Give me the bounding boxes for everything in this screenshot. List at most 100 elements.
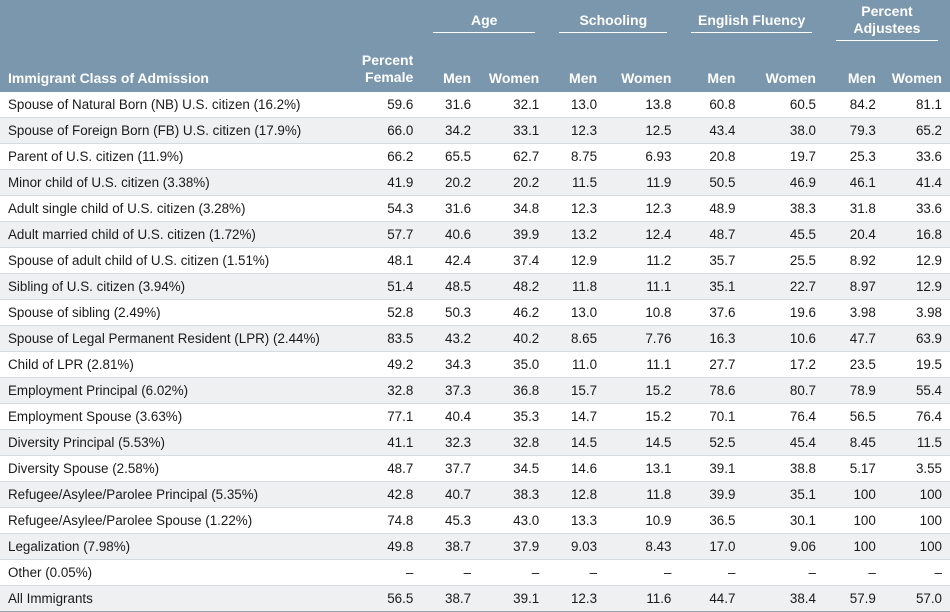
table-cell: – — [605, 559, 680, 586]
table-cell: 39.9 — [479, 221, 548, 248]
table-cell: 11.9 — [605, 169, 680, 196]
table-cell: 44.7 — [679, 585, 744, 612]
row-label: Adult married child of U.S. citizen (1.7… — [0, 221, 343, 248]
table-cell: 45.3 — [421, 507, 480, 534]
table-cell: 32.1 — [479, 92, 548, 118]
table-cell: 12.3 — [547, 117, 606, 144]
table-body: Spouse of Natural Born (NB) U.S. citizen… — [0, 92, 950, 612]
table-cell: 12.3 — [547, 195, 606, 222]
stub-header: Immigrant Class of Admission — [0, 0, 343, 92]
table-cell: 19.6 — [743, 299, 824, 326]
table-cell: 34.2 — [421, 117, 480, 144]
english-fluency-group-header: English Fluency — [679, 0, 824, 44]
table-cell: – — [679, 559, 744, 586]
row-label: Sibling of U.S. citizen (3.94%) — [0, 273, 343, 300]
table-cell: 31.6 — [421, 92, 480, 118]
table-cell: 52.5 — [679, 429, 744, 456]
table-cell: 13.1 — [605, 455, 680, 482]
table-row: Refugee/Asylee/Parolee Spouse (1.22%) 74.… — [0, 507, 950, 534]
table-cell: 77.1 — [342, 403, 422, 430]
table-cell: 38.8 — [743, 455, 824, 482]
schooling-group-header: Schooling — [547, 0, 680, 44]
table-cell: 62.7 — [479, 143, 548, 170]
table-cell: 15.2 — [605, 377, 680, 404]
table-cell: 20.8 — [679, 143, 744, 170]
table-row: Sibling of U.S. citizen (3.94%) 51.4 48.5 4… — [0, 273, 950, 300]
table-cell: 76.4 — [743, 403, 824, 430]
english-fluency-group-label: English Fluency — [691, 12, 812, 33]
table-cell: 8.97 — [823, 273, 884, 300]
table-cell: 48.2 — [479, 273, 548, 300]
table-cell: 33.6 — [883, 143, 950, 170]
table-cell: 7.76 — [605, 325, 680, 352]
row-label: Adult single child of U.S. citizen (3.28… — [0, 195, 343, 222]
table-cell: 11.5 — [883, 429, 950, 456]
table-cell: 49.2 — [342, 351, 422, 378]
age-men-header: Men — [421, 44, 480, 92]
table-cell: 37.3 — [421, 377, 480, 404]
table-cell: 32.8 — [479, 429, 548, 456]
table-cell: 84.2 — [823, 92, 884, 118]
table-row: Spouse of sibling (2.49%) 52.8 50.3 46.2 13.… — [0, 299, 950, 326]
table-cell: 20.2 — [421, 169, 480, 196]
table-cell: 40.4 — [421, 403, 480, 430]
percent-adjustees-group-label: Percent Adjustees — [835, 3, 938, 41]
table-cell: 11.6 — [605, 585, 680, 612]
table-cell: 3.98 — [883, 299, 950, 326]
table-row: Legalization (7.98%) 49.8 38.7 37.9 9.03 8.43… — [0, 533, 950, 560]
row-label: Refugee/Asylee/Parolee Principal (5.35%) — [0, 481, 343, 508]
table-cell: 74.8 — [342, 507, 422, 534]
table-cell: 52.8 — [342, 299, 422, 326]
row-label: Legalization (7.98%) — [0, 533, 343, 560]
table-cell: 54.3 — [342, 195, 422, 222]
table-cell: 57.0 — [883, 585, 950, 612]
row-label: Diversity Principal (5.53%) — [0, 429, 343, 456]
table-cell: 57.9 — [823, 585, 884, 612]
table-cell: 49.8 — [342, 533, 422, 560]
table-cell: 14.5 — [547, 429, 606, 456]
table-cell: 40.7 — [421, 481, 480, 508]
table-row: Employment Spouse (3.63%) 77.1 40.4 35.3 14.… — [0, 403, 950, 430]
table-cell: 47.7 — [823, 325, 884, 352]
table-cell: 16.8 — [883, 221, 950, 248]
table-cell: 100 — [883, 507, 950, 534]
table-cell: 38.7 — [421, 533, 480, 560]
table-cell: 100 — [823, 481, 884, 508]
table-cell: 45.5 — [743, 221, 824, 248]
table-row: Spouse of adult child of U.S. citizen (1… — [0, 247, 950, 274]
table-cell: 35.1 — [679, 273, 744, 300]
table-cell: 13.0 — [547, 92, 606, 118]
row-label: All Immigrants — [0, 585, 343, 612]
table-cell: 25.3 — [823, 143, 884, 170]
table-cell: 6.93 — [605, 143, 680, 170]
table-cell: 14.6 — [547, 455, 606, 482]
english-men-header: Men — [679, 44, 744, 92]
table-cell: 40.2 — [479, 325, 548, 352]
table-cell: 41.4 — [883, 169, 950, 196]
table-cell: 10.6 — [743, 325, 824, 352]
table-cell: 100 — [883, 533, 950, 560]
table-cell: 81.1 — [883, 92, 950, 118]
schooling-men-header: Men — [547, 44, 606, 92]
table-cell: 50.5 — [679, 169, 744, 196]
table-row: Spouse of Foreign Born (FB) U.S. citizen… — [0, 117, 950, 144]
table-row: Refugee/Asylee/Parolee Principal (5.35%)… — [0, 481, 950, 508]
table-cell: 17.0 — [679, 533, 744, 560]
table-cell: 65.2 — [883, 117, 950, 144]
english-women-header: Women — [743, 44, 824, 92]
table-cell: 3.55 — [883, 455, 950, 482]
table-cell: 15.7 — [547, 377, 606, 404]
table-cell: 27.7 — [679, 351, 744, 378]
table-cell: 41.9 — [342, 169, 422, 196]
percent-adjustees-group-header: Percent Adjustees — [823, 0, 950, 44]
table-cell: 100 — [883, 481, 950, 508]
adjustees-men-header: Men — [823, 44, 884, 92]
row-label: Spouse of Legal Permanent Resident (LPR)… — [0, 325, 343, 352]
table-cell: 9.06 — [743, 533, 824, 560]
row-label: Employment Principal (6.02%) — [0, 377, 343, 404]
table-cell: 13.2 — [547, 221, 606, 248]
table-cell: 37.6 — [679, 299, 744, 326]
table-cell: 11.2 — [605, 247, 680, 274]
row-label: Spouse of Foreign Born (FB) U.S. citizen… — [0, 117, 343, 144]
table-cell: 38.3 — [479, 481, 548, 508]
